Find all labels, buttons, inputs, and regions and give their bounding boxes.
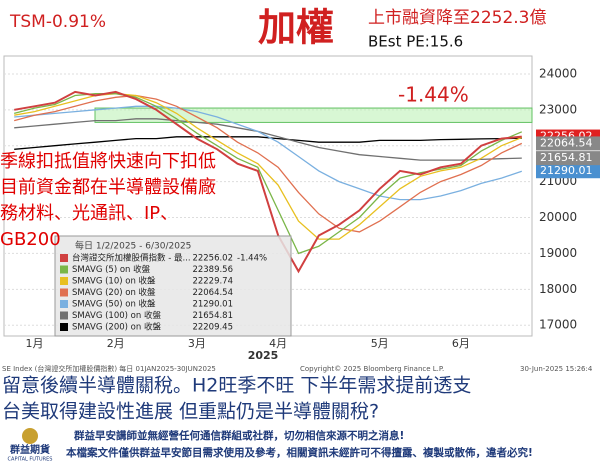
price-tag-label: 22064.54	[540, 136, 593, 149]
headline: 台美取得建設性進展 但重點仍是半導體關稅?	[2, 401, 379, 423]
logo-mark	[22, 428, 38, 444]
disclaimer: 本檔案文件僅供群益早安節目需求使用及參考，相關資訊未經許可不得擅露、複製或散佈，…	[66, 446, 533, 459]
note: 目前資金都在半導體設備廠	[0, 176, 216, 198]
ma-line	[14, 118, 522, 161]
legend-value: 22229.74	[192, 277, 233, 287]
note: 務材料、光通訊、IP、	[0, 203, 178, 224]
x-tick-label: 6月	[452, 337, 470, 350]
y-tick-label: 18000	[539, 282, 577, 296]
ma-line	[14, 94, 523, 233]
chart-title: 加權	[258, 6, 334, 50]
y-tick-label: 23000	[539, 102, 577, 116]
price-tag	[536, 136, 600, 151]
legend-label: SMAVG (20) on 收盤	[72, 287, 156, 298]
note: 季線扣抵值將快速向下扣低	[0, 151, 216, 172]
x-axis-label: 2025	[248, 349, 279, 362]
x-tick-label: 2月	[107, 337, 125, 350]
legend-label: SMAVG (100) on 收盤	[72, 310, 161, 321]
legend: 台灣證交所加權股價指數 - 最... 22256.02 -1.44% SMAVG (5…	[60, 253, 267, 333]
annotation: 上市融資降至2252.3億	[368, 8, 546, 28]
price-tag-label: 21654.81	[540, 151, 593, 164]
ma-line	[14, 136, 522, 150]
source: SE Index (台灣證交所加權股價指數) 每日 01JAN2025-30JU…	[2, 364, 216, 373]
price-line	[14, 90, 522, 274]
legend-label: SMAVG (10) on 收盤	[72, 276, 156, 287]
source: Copyright© 2025 Bloomberg Finance L.P.	[300, 365, 444, 373]
legend-box	[54, 235, 292, 337]
legend-value: 22389.56	[192, 265, 233, 275]
annotation: BEst PE:15.6	[368, 33, 463, 51]
annotation: TSM-0.91%	[9, 12, 106, 32]
legend-title: 每日 1/2/2025 - 6/30/2025	[75, 240, 191, 252]
legend-swatch	[60, 323, 68, 331]
legend-label: SMAVG (200) on 收盤	[72, 322, 161, 333]
legend-value: 22256.02	[192, 254, 233, 264]
price-tag-label: 21290.01	[540, 164, 593, 177]
y-tick-label: 19000	[539, 246, 577, 260]
legend-value: 22064.54	[192, 288, 233, 298]
y-tick-label: 20000	[539, 210, 577, 224]
legend-swatch	[60, 265, 68, 274]
disclaimer: 群益早安講師並無經營任何通信群組或社群，切勿相信來源不明之消息!	[74, 429, 404, 442]
legend-label: SMAVG (50) on 收盤	[72, 299, 156, 310]
legend-swatch	[60, 311, 68, 320]
highlight-band	[94, 107, 533, 123]
legend-value: 22209.45	[192, 323, 233, 333]
legend-label: SMAVG (5) on 收盤	[72, 264, 151, 275]
legend-value: 21654.81	[192, 311, 233, 321]
y-tick-label: 17000	[539, 318, 577, 332]
legend-swatch	[60, 254, 68, 262]
logo-text: 群益期貨	[10, 443, 50, 456]
annotation: -1.44%	[398, 83, 469, 107]
note: GB200	[0, 229, 61, 250]
headline: 留意後續半導體關稅。H2旺季不旺 下半年需求提前透支	[2, 375, 471, 397]
legend-swatch	[60, 288, 68, 297]
ma-line	[14, 105, 523, 201]
logo-subtext: CAPITAL FUTURES	[8, 457, 53, 463]
source: 30-Jun-2025 15:26:4	[520, 365, 593, 373]
price-tag	[536, 151, 600, 166]
legend-swatch	[60, 277, 68, 285]
legend-value: 21290.01	[192, 300, 233, 310]
price-tag	[536, 164, 600, 179]
x-tick-label: 1月	[25, 337, 43, 350]
ma-line	[14, 93, 523, 255]
legend-swatch	[60, 300, 68, 308]
x-tick-label: 5月	[371, 337, 389, 350]
legend-label: 台灣證交所加權股價指數 - 最...	[72, 253, 191, 264]
y-tick-label: 24000	[539, 66, 577, 80]
x-tick-label: 4月	[269, 337, 287, 350]
x-tick-label: 3月	[188, 337, 206, 350]
legend-change: -1.44%	[237, 254, 267, 264]
